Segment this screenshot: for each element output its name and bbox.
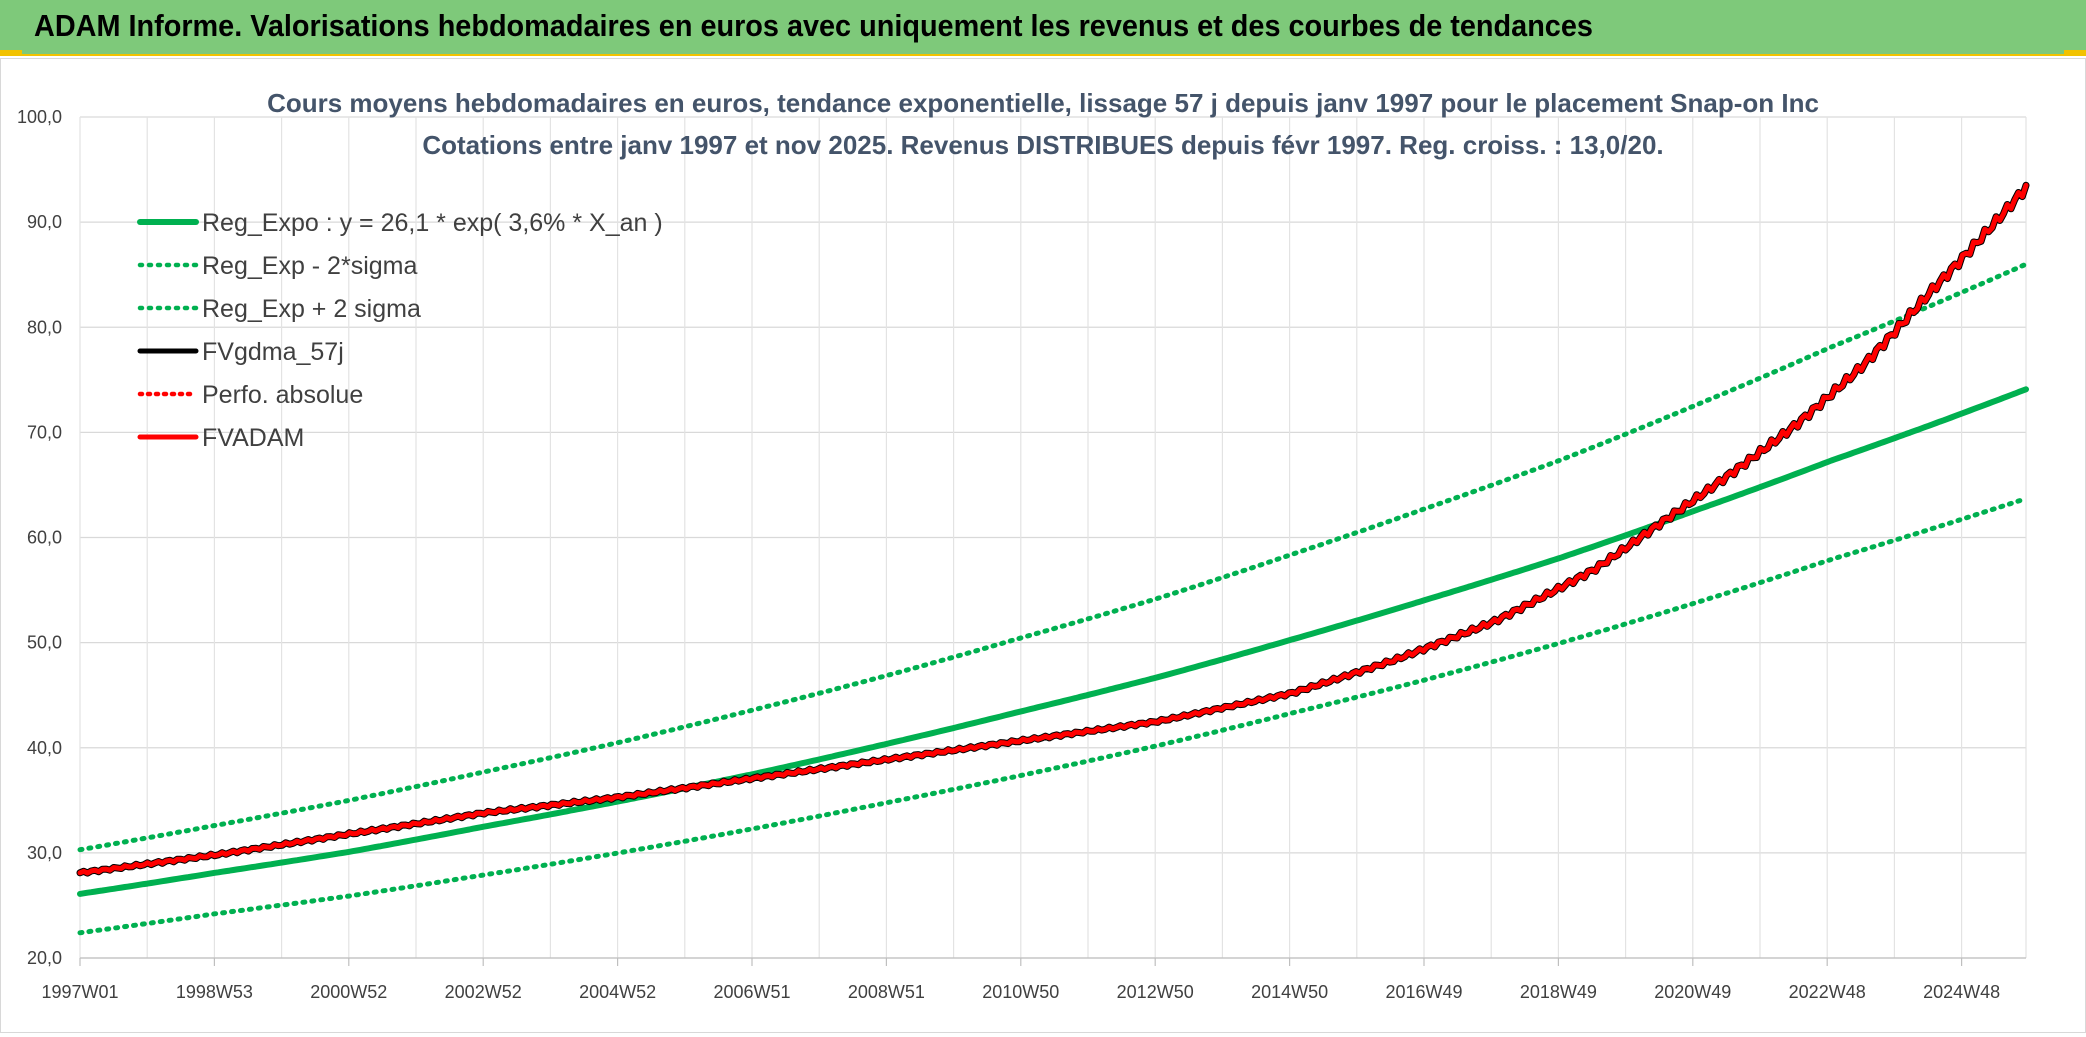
chart-series <box>76 181 2030 936</box>
y-tick-label: 50,0 <box>27 633 62 653</box>
series-reg-plus-2sigma <box>77 261 2029 853</box>
x-tick-label: 2020W49 <box>1654 982 1731 1002</box>
chart-grid <box>79 116 2027 959</box>
x-tick-label: 2004W52 <box>579 982 656 1002</box>
series-fvgdma <box>76 181 2030 877</box>
x-tick-label: 1997W01 <box>41 982 118 1002</box>
legend-label: Reg_Expo : y = 26,1 * exp( 3,6% * X_an ) <box>202 209 663 237</box>
x-tick-label: 2002W52 <box>445 982 522 1002</box>
chart-title: Cours moyens hebdomadaires en euros, ten… <box>267 88 1819 118</box>
legend-label: FVADAM <box>202 424 304 452</box>
banner-corner-left <box>0 50 22 56</box>
legend-label: Reg_Exp - 2*sigma <box>202 252 417 280</box>
banner-corner-right <box>2064 50 2086 56</box>
series-reg-expo <box>77 386 2029 897</box>
y-tick-label: 100,0 <box>17 107 62 127</box>
series-reg-minus-2sigma <box>77 496 2029 936</box>
x-tick-label: 2016W49 <box>1385 982 1462 1002</box>
x-tick-label: 2006W51 <box>713 982 790 1002</box>
chart-axes: 20,0 30,0 40,0 50,0 60,0 70,0 80,0 90,0 100,0 199… <box>17 107 2026 1002</box>
y-tick-label: 90,0 <box>27 212 62 232</box>
y-tick-label: 30,0 <box>27 843 62 863</box>
x-tick-label: 2010W50 <box>982 982 1059 1002</box>
chart-subtitle: Cotations entre janv 1997 et nov 2025. R… <box>422 130 1663 160</box>
x-tick-label: 2022W48 <box>1789 982 1866 1002</box>
report-title: ADAM Informe. Valorisations hebdomadaire… <box>34 8 1593 43</box>
x-tick-label: 2024W48 <box>1923 982 2000 1002</box>
legend-label: FVgdma_57j <box>202 338 344 366</box>
chart-legend: Reg_Expo : y = 26,1 * exp( 3,6% * X_an )… <box>137 209 663 452</box>
x-tick-label: 2000W52 <box>310 982 387 1002</box>
y-tick-label: 60,0 <box>27 528 62 548</box>
x-tick-label: 2012W50 <box>1117 982 1194 1002</box>
report-banner: ADAM Informe. Valorisations hebdomadaire… <box>0 0 2086 56</box>
series-fvadam <box>77 182 2029 876</box>
y-tick-label: 80,0 <box>27 317 62 337</box>
legend-label: Reg_Exp + 2 sigma <box>202 295 421 323</box>
x-tick-label: 2008W51 <box>848 982 925 1002</box>
x-tick-label: 2018W49 <box>1520 982 1597 1002</box>
series-perfo-absolue <box>78 183 2028 875</box>
y-tick-label: 20,0 <box>27 948 62 968</box>
y-tick-label: 40,0 <box>27 738 62 758</box>
y-tick-label: 70,0 <box>27 422 62 442</box>
x-tick-label: 2014W50 <box>1251 982 1328 1002</box>
x-tick-label: 1998W53 <box>176 982 253 1002</box>
legend-label: Perfo. absolue <box>202 381 363 409</box>
